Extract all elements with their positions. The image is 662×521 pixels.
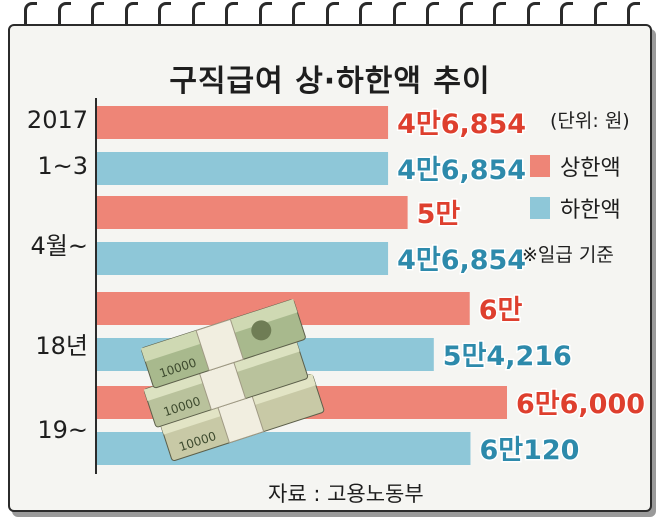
category-label-2017: 2017 (10, 106, 88, 134)
data-label-lower-0: 4만6,854 (397, 155, 526, 186)
data-label-upper-0: 4만6,854 (397, 109, 526, 140)
category-label-line: 2017 (26, 106, 88, 134)
bar-lower-0 (97, 152, 389, 185)
data-label-upper-1: 5만 (417, 199, 461, 230)
category-label-2018: 18년 (35, 332, 88, 360)
category-label-april: 4월~ (30, 232, 88, 260)
category-label-line: 1~3 (37, 152, 88, 180)
bar-chart: 4만6,854 5만 6만 6만6,000 4만6,854 4만6,854 5만4,216 6… (95, 98, 647, 474)
bar-lower-1 (97, 242, 389, 275)
legend-swatch-upper (530, 155, 550, 177)
legend-label-lower: 하한액 (560, 198, 621, 223)
data-label-lower-1: 4만6,854 (397, 245, 526, 276)
money-bundle-icon: 10000 10000 10000 (140, 299, 325, 461)
legend-label-upper: 상한액 (560, 156, 621, 181)
legend-item-lower: 하한액 (530, 192, 621, 224)
data-label-lower-2: 5만4,216 (443, 341, 572, 372)
data-label-lower-3: 6만120 (479, 435, 579, 466)
legend-item-upper: 상한액 (530, 150, 621, 182)
category-label-2017-sub: 1~3 (10, 152, 88, 180)
basis-note: ※일급 기준 (522, 244, 614, 266)
legend-swatch-lower (530, 197, 550, 219)
data-label-upper-3: 6만6,000 (516, 389, 645, 420)
chart-card: 구직급여 상·하한액 추이 2017 1~3 4월~ 18년 19~ 4만6,8… (8, 24, 652, 512)
bar-upper-0 (97, 106, 389, 139)
bar-upper-1 (97, 196, 408, 229)
bar-lower-3 (97, 432, 471, 465)
source-label: 자료 : 고용노동부 (268, 482, 424, 506)
data-label-upper-2: 6만 (479, 295, 523, 326)
category-label-2019: 19~ (37, 416, 88, 444)
chart-title: 구직급여 상·하한액 추이 (169, 64, 491, 99)
unit-label: (단위: 원) (550, 110, 630, 132)
